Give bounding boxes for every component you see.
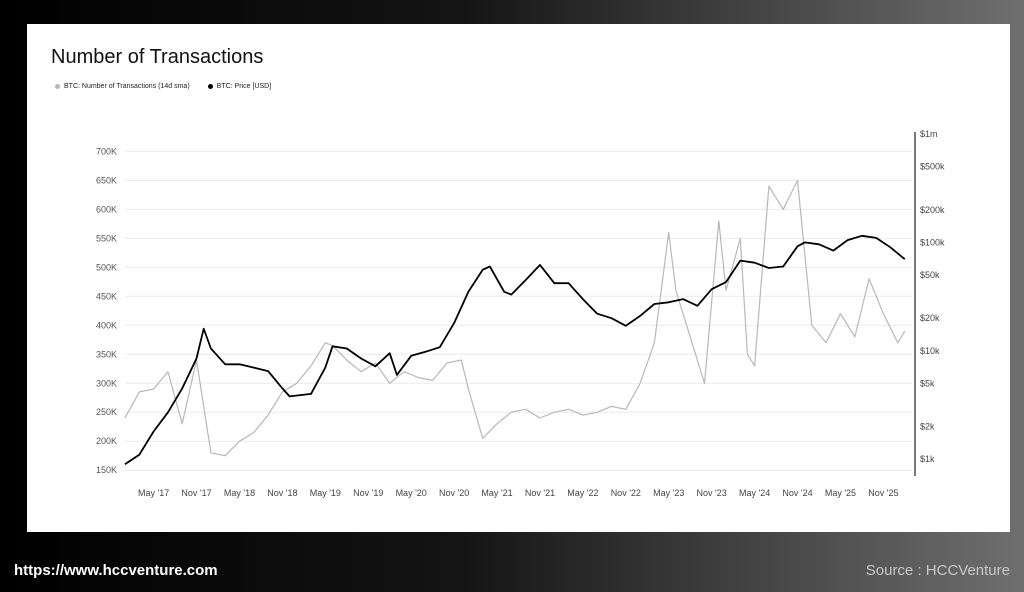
y-left-tick-label: 400K xyxy=(96,320,117,330)
y-right-tick-label: $2k xyxy=(920,422,935,432)
x-tick-label: Nov '20 xyxy=(439,488,469,498)
y-left-tick-label: 450K xyxy=(96,291,117,301)
y-right-tick-label: $1m xyxy=(920,129,938,139)
series-line-price xyxy=(124,234,906,465)
x-tick-label: May '20 xyxy=(396,488,427,498)
x-tick-label: Nov '23 xyxy=(697,488,727,498)
y-left-tick-label: 550K xyxy=(96,233,117,243)
x-tick-label: May '23 xyxy=(653,488,684,498)
x-tick-label: May '25 xyxy=(825,488,856,498)
x-tick-label: Nov '25 xyxy=(868,488,898,498)
y-right-tick-label: $200k xyxy=(920,205,945,215)
y-left-tick-label: 150K xyxy=(96,465,117,475)
chart-card: 150K 200K 250K 300K 350K 400K 450K 500K 550K 600K… xyxy=(27,24,1010,532)
legend-item-transactions[interactable]: BTC: Number of Transactions (14d sma) xyxy=(55,83,190,90)
x-tick-label: Nov '17 xyxy=(181,488,211,498)
x-tick-label: May '21 xyxy=(481,488,512,498)
x-tick-label: May '18 xyxy=(224,488,255,498)
legend-dot-transactions xyxy=(55,84,60,89)
x-tick-label: Nov '22 xyxy=(611,488,641,498)
legend-dot-price xyxy=(207,84,213,89)
chart-title: Number of Transactions xyxy=(51,46,264,68)
y-left-tick-label: 600K xyxy=(96,204,117,214)
y-left-tick-label: 700K xyxy=(96,146,117,156)
y-right-tick-label: $1k xyxy=(920,454,935,464)
legend: BTC: Number of Transactions (14d sma) BT… xyxy=(55,83,271,90)
footer-source: Source : HCCVenture xyxy=(865,562,1010,579)
x-tick-label: Nov '24 xyxy=(782,488,812,498)
y-right-tick-label: $20k xyxy=(920,313,940,323)
y-right-tick-label: $500k xyxy=(920,162,945,172)
x-tick-label: Nov '18 xyxy=(267,488,297,498)
y-left-tick-label: 200K xyxy=(96,436,117,446)
y-right-tick-label: $100k xyxy=(920,237,945,247)
x-tick-label: May '19 xyxy=(310,488,341,498)
x-tick-label: Nov '19 xyxy=(353,488,383,498)
y-left-tick-label: 500K xyxy=(96,262,117,272)
x-tick-label: May '22 xyxy=(567,488,598,498)
y-left-tick-label: 250K xyxy=(96,407,117,417)
y-left-tick-label: 300K xyxy=(96,378,117,388)
x-tick-label: May '24 xyxy=(739,488,770,498)
legend-label-transactions: BTC: Number of Transactions (14d sma) xyxy=(64,83,190,90)
series-line-transactions xyxy=(124,179,906,457)
y-left-tick-label: 650K xyxy=(96,175,117,185)
y-right-tick-label: $5k xyxy=(920,378,935,388)
y-right-tick-label: $10k xyxy=(920,346,940,356)
y-right-tick-label: $50k xyxy=(920,270,940,280)
legend-label-price: BTC: Price [USD] xyxy=(216,83,272,90)
x-tick-label: Nov '21 xyxy=(525,488,555,498)
legend-item-price[interactable]: BTC: Price [USD] xyxy=(207,83,272,90)
y-left-tick-label: 350K xyxy=(96,349,117,359)
x-tick-label: May '17 xyxy=(138,488,169,498)
footer-url-link[interactable]: https://www.hccventure.com xyxy=(14,562,218,579)
chart-svg: 150K 200K 250K 300K 350K 400K 450K 500K 550K 600K… xyxy=(96,129,945,498)
